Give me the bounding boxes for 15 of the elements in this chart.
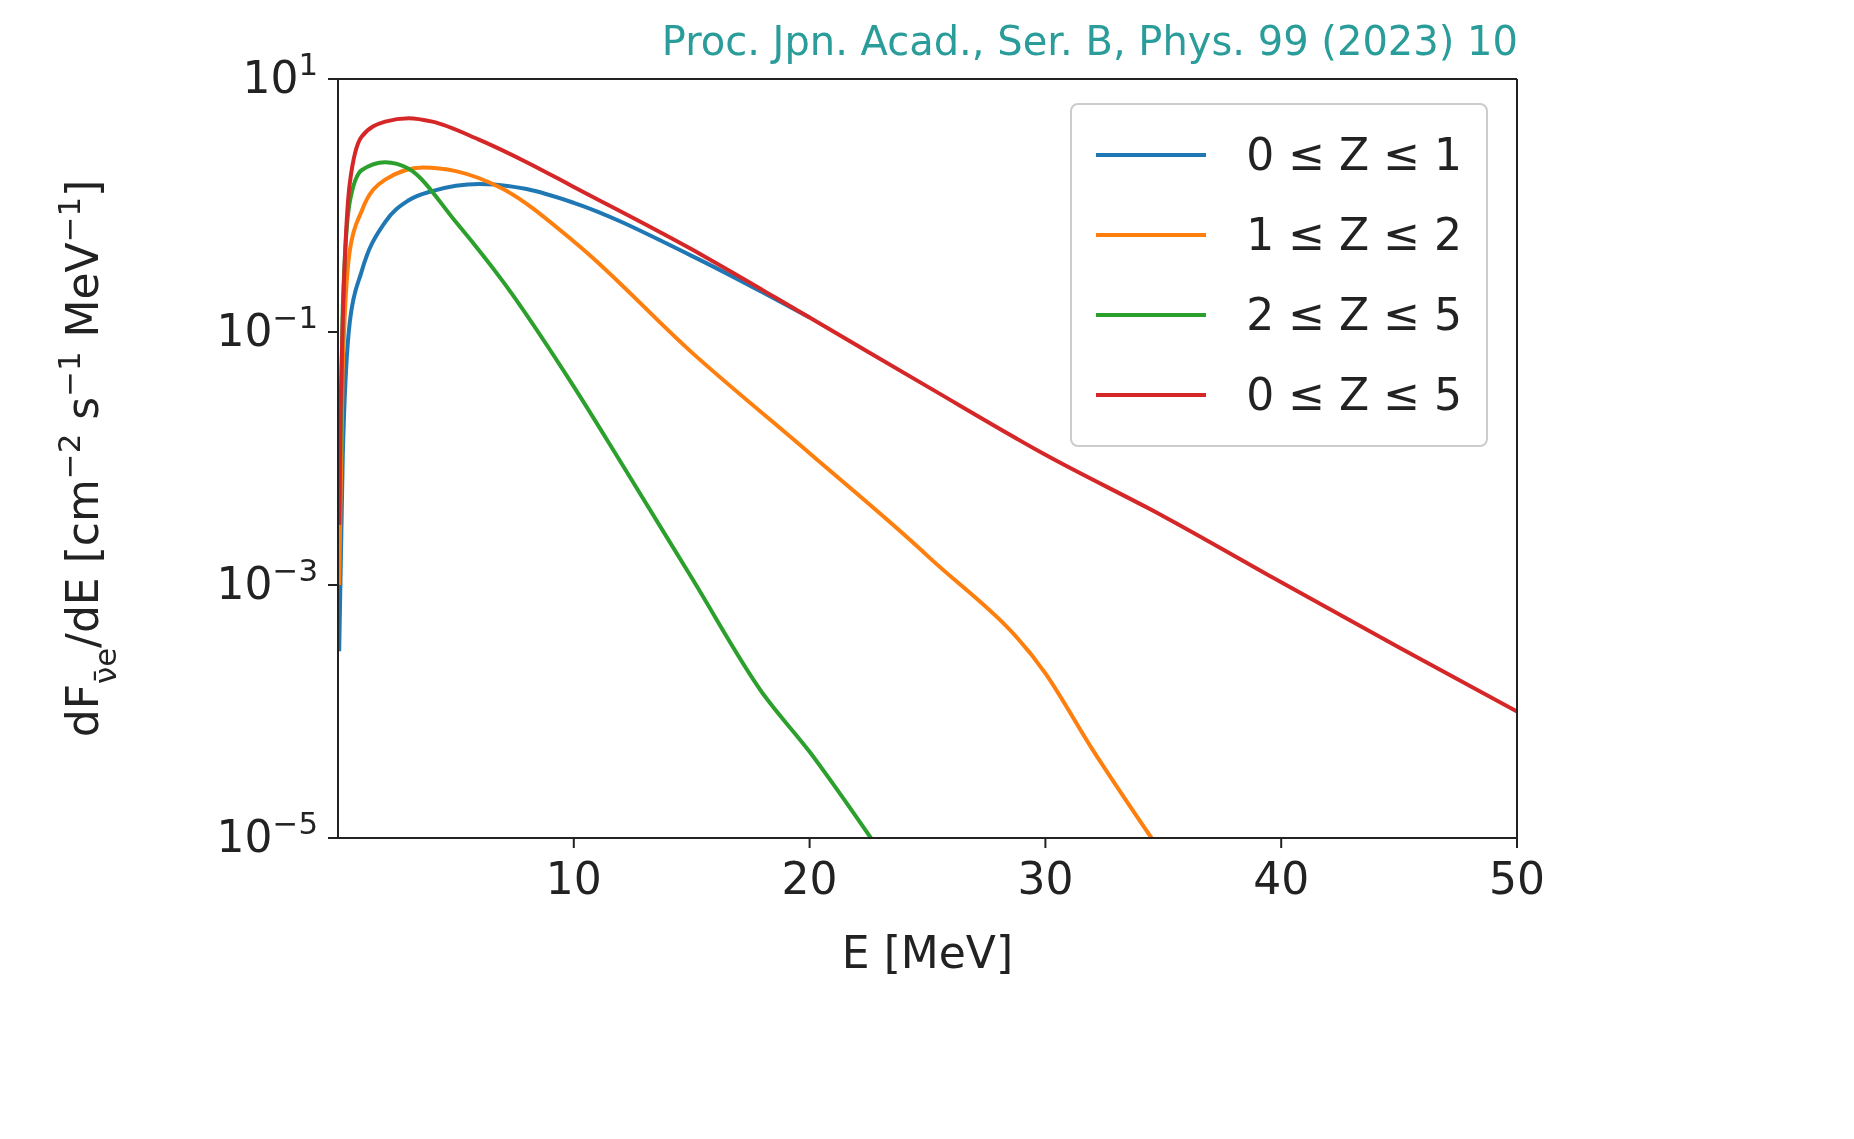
legend-label: 0 ≤ Z ≤ 5 [1245, 368, 1462, 422]
x-tick-label: 20 [781, 853, 838, 904]
y-tick-label: 10$^{−1}$ [216, 299, 318, 356]
x-tick-label: 30 [1017, 853, 1074, 904]
y-tick-label: 10$^{−5}$ [216, 805, 318, 862]
y-tick-label: 10$^{1}$ [242, 46, 318, 103]
legend-label: 2 ≤ Z ≤ 5 [1245, 288, 1462, 342]
y-tick-label: 10$^{−3}$ [216, 552, 318, 609]
x-tick-label: 10 [545, 853, 602, 904]
x-tick-label: 50 [1489, 853, 1545, 904]
text: Proc. Jpn. Acad., Ser. B, Phys. 99 (2023) 10 [661, 18, 1518, 64]
legend-label: 0 ≤ Z ≤ 1 [1245, 128, 1462, 182]
legend-label: 1 ≤ Z ≤ 2 [1245, 208, 1462, 262]
x-axis-title: E [MeV] [841, 927, 1014, 978]
x-tick-label: 40 [1253, 853, 1310, 904]
